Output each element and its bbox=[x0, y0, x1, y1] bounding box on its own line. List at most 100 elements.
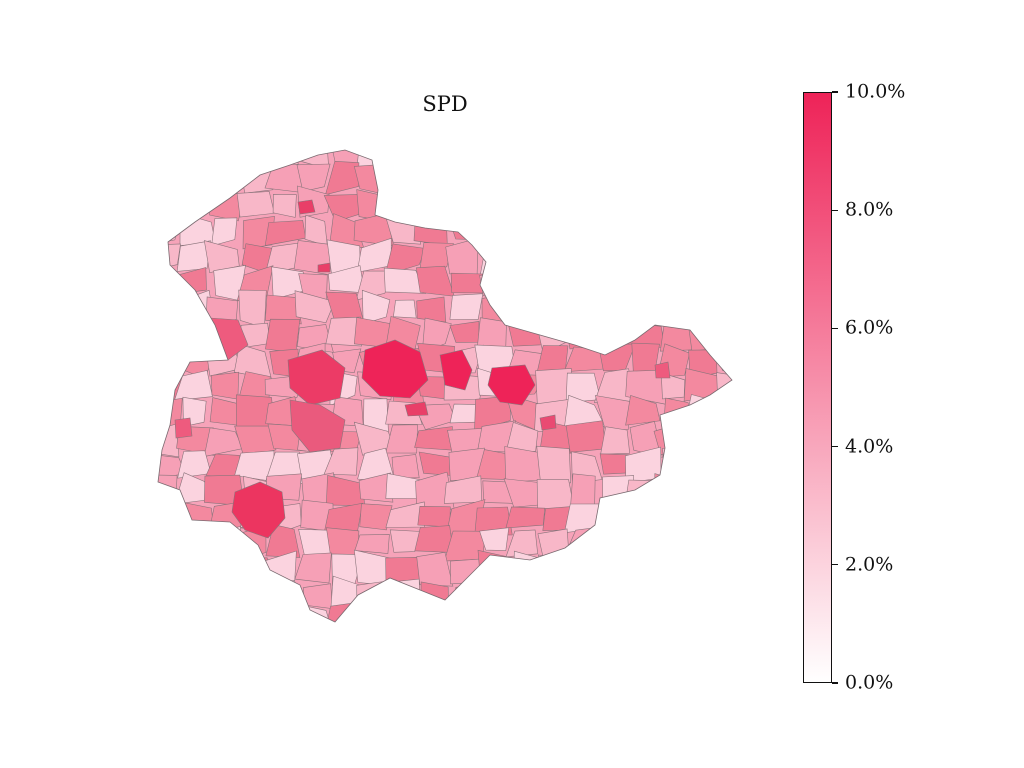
region bbox=[654, 501, 695, 533]
region bbox=[504, 446, 543, 483]
region bbox=[632, 266, 666, 302]
region bbox=[294, 290, 336, 324]
region bbox=[325, 160, 360, 196]
region bbox=[662, 447, 695, 477]
region-small-1 bbox=[317, 262, 331, 273]
region bbox=[657, 631, 694, 661]
region bbox=[326, 527, 360, 556]
region bbox=[474, 216, 513, 244]
region bbox=[715, 316, 732, 353]
region bbox=[477, 161, 512, 197]
region bbox=[656, 241, 695, 275]
region bbox=[565, 189, 602, 224]
region bbox=[683, 266, 716, 299]
region bbox=[689, 446, 726, 483]
region bbox=[414, 525, 454, 553]
region bbox=[595, 193, 629, 218]
region-suhl bbox=[231, 481, 286, 539]
region bbox=[569, 631, 597, 666]
region bbox=[263, 580, 298, 612]
region bbox=[325, 316, 363, 347]
region bbox=[176, 240, 211, 272]
region bbox=[536, 479, 575, 510]
region bbox=[596, 290, 631, 320]
region bbox=[358, 472, 394, 503]
region bbox=[158, 527, 187, 560]
region bbox=[684, 525, 721, 556]
region bbox=[449, 293, 484, 320]
region bbox=[713, 604, 732, 622]
region bbox=[625, 523, 657, 558]
region bbox=[541, 265, 571, 300]
region bbox=[625, 395, 661, 426]
colorbar-tick bbox=[832, 564, 838, 566]
region-erfurt bbox=[361, 339, 429, 399]
region bbox=[654, 473, 691, 507]
region bbox=[421, 317, 452, 353]
region bbox=[234, 425, 277, 456]
region bbox=[720, 399, 732, 427]
region bbox=[714, 550, 732, 582]
region bbox=[537, 554, 574, 587]
colorbar-tick-label: 8.0% bbox=[845, 198, 894, 221]
region bbox=[150, 630, 179, 658]
region bbox=[236, 576, 274, 612]
region bbox=[691, 472, 719, 507]
region bbox=[567, 167, 605, 189]
region bbox=[180, 526, 216, 557]
region bbox=[158, 188, 181, 224]
region bbox=[176, 150, 214, 169]
region bbox=[327, 632, 364, 666]
region bbox=[540, 631, 572, 664]
region bbox=[685, 394, 727, 427]
region bbox=[158, 474, 178, 506]
region bbox=[211, 217, 238, 247]
region bbox=[597, 558, 626, 586]
region bbox=[509, 238, 543, 272]
region bbox=[388, 602, 423, 622]
region bbox=[384, 192, 422, 220]
region bbox=[179, 320, 209, 350]
region bbox=[158, 317, 186, 351]
region bbox=[386, 631, 424, 660]
region bbox=[323, 447, 359, 476]
region bbox=[207, 526, 242, 560]
colorbar-tick bbox=[832, 327, 838, 329]
region bbox=[656, 527, 694, 555]
region bbox=[384, 171, 424, 192]
region bbox=[236, 191, 275, 218]
region bbox=[716, 166, 732, 188]
region bbox=[389, 529, 424, 553]
region bbox=[385, 578, 421, 614]
colorbar-tick-label: 2.0% bbox=[845, 553, 894, 576]
region bbox=[178, 160, 214, 195]
region bbox=[175, 187, 209, 217]
region bbox=[690, 163, 722, 191]
region bbox=[356, 579, 397, 614]
region bbox=[655, 550, 697, 585]
region bbox=[624, 150, 658, 172]
region bbox=[173, 602, 213, 622]
region bbox=[264, 294, 302, 325]
region bbox=[533, 294, 575, 329]
region bbox=[479, 247, 516, 277]
region bbox=[240, 632, 271, 663]
region bbox=[594, 577, 636, 610]
region bbox=[686, 551, 719, 587]
region bbox=[505, 422, 539, 454]
region bbox=[175, 630, 212, 665]
region bbox=[721, 632, 756, 664]
region bbox=[689, 222, 724, 249]
region bbox=[594, 150, 634, 166]
region bbox=[597, 503, 635, 527]
region bbox=[505, 298, 540, 322]
region bbox=[504, 187, 542, 219]
region bbox=[204, 584, 247, 609]
region-small-3 bbox=[539, 414, 557, 431]
map-regions bbox=[150, 150, 756, 666]
region bbox=[719, 422, 732, 455]
region bbox=[542, 219, 576, 241]
region bbox=[265, 524, 301, 558]
region bbox=[684, 503, 721, 534]
